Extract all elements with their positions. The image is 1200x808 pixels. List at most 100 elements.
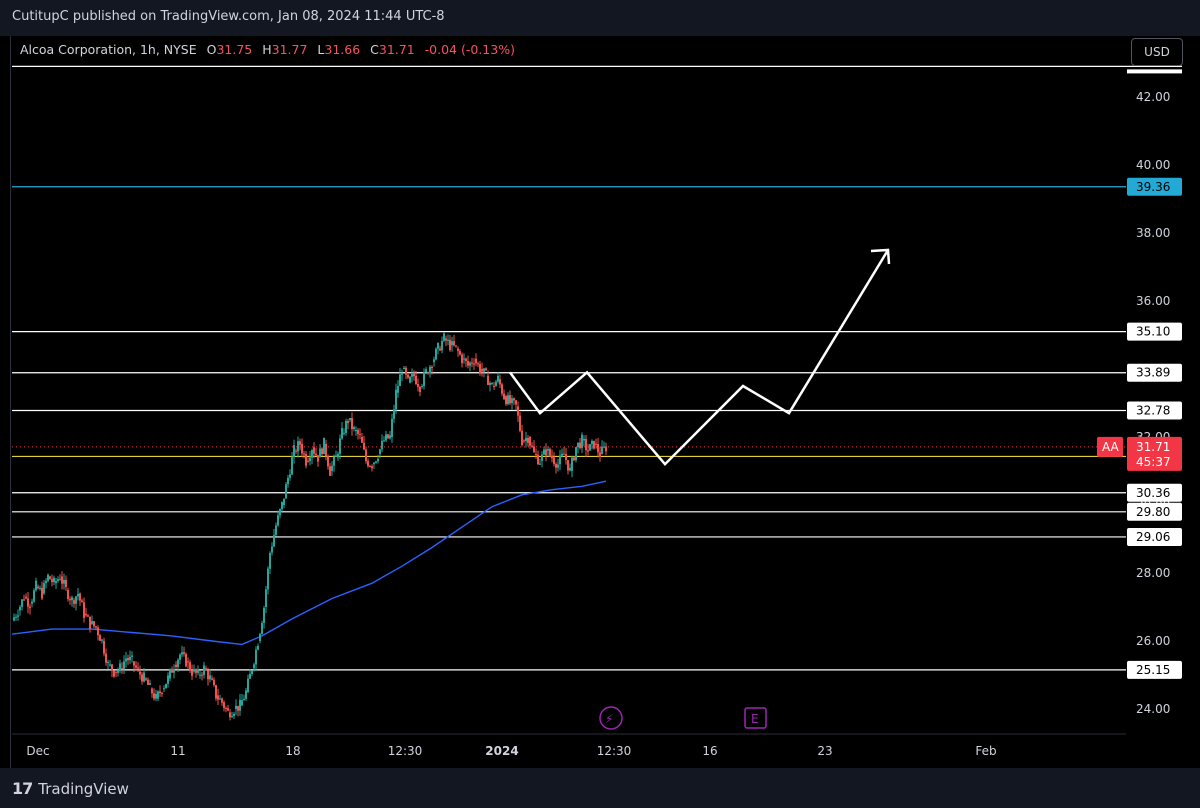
candle-body — [575, 447, 577, 461]
level-badge-label: 25.15 — [1136, 663, 1170, 677]
candle-body — [521, 430, 523, 446]
candle-body — [277, 515, 279, 526]
candle-body — [379, 449, 381, 454]
candle-body — [155, 693, 157, 699]
candle-body — [245, 690, 247, 699]
candle-body — [249, 673, 251, 679]
candle-body — [499, 379, 501, 385]
candle-body — [209, 675, 211, 680]
candle-body — [453, 341, 455, 346]
candle-body — [125, 658, 127, 662]
candle-body — [217, 695, 219, 700]
candle-body — [511, 398, 513, 403]
projection-arrow — [508, 249, 890, 467]
candle-body — [459, 351, 461, 355]
candle-body — [57, 579, 59, 581]
chart-area[interactable] — [10, 36, 1191, 768]
candle-body — [491, 382, 493, 384]
candle-body — [179, 654, 181, 660]
candle-body — [243, 698, 245, 701]
x-tick-label: 11 — [170, 744, 185, 758]
candle-body — [579, 442, 581, 449]
candle-body — [73, 600, 75, 604]
candle-body — [333, 456, 335, 466]
footer-bar: 17 TradingView — [0, 768, 1200, 808]
candle-body — [151, 688, 153, 694]
candle-body — [481, 369, 483, 372]
candle-body — [193, 669, 195, 672]
candle-body — [343, 432, 345, 434]
candle-body — [523, 440, 525, 442]
candle-body — [553, 457, 555, 464]
candle-body — [15, 616, 17, 618]
change-value: -0.04 (-0.13%) — [424, 42, 515, 57]
candle-body — [203, 665, 205, 675]
candle-body — [259, 633, 261, 641]
candle-body — [159, 691, 161, 693]
candle-body — [603, 446, 605, 448]
candle-body — [449, 339, 451, 350]
currency-button[interactable]: USD — [1131, 38, 1183, 66]
candle-body — [437, 342, 439, 349]
candle-body — [489, 382, 491, 385]
candle-body — [337, 453, 339, 458]
y-tick-label: 36.00 — [1136, 294, 1170, 308]
candle-body — [37, 586, 39, 589]
candle-body — [161, 692, 163, 694]
candle-body — [265, 589, 267, 607]
candle-body — [381, 440, 383, 450]
candle-body — [221, 698, 223, 703]
level-badge — [1127, 322, 1182, 341]
level-badge-label: 29.80 — [1136, 505, 1170, 519]
candle-body — [465, 358, 467, 362]
tradingview-logo[interactable]: 17 TradingView — [12, 779, 129, 798]
candle-body — [599, 452, 601, 457]
candle-body — [269, 553, 271, 569]
candle-body — [135, 665, 137, 668]
x-tick-label: 18 — [285, 744, 300, 758]
x-tick-label: 12:30 — [388, 744, 423, 758]
candle-body — [399, 374, 401, 387]
candle-body — [141, 674, 143, 682]
candle-body — [385, 434, 387, 441]
x-tick-label: 12:30 — [597, 744, 632, 758]
candle-body — [529, 437, 531, 446]
candle-body — [263, 608, 265, 623]
countdown-label: 45:37 — [1136, 455, 1171, 469]
candle-body — [109, 664, 111, 666]
candle-body — [519, 415, 521, 431]
candle-body — [279, 509, 281, 516]
candle-body — [577, 442, 579, 448]
level-marker — [1127, 69, 1182, 74]
x-tick-label: 16 — [702, 744, 717, 758]
candle-body — [427, 372, 429, 374]
candle-body — [537, 454, 539, 465]
candle-body — [27, 598, 29, 607]
candle-body — [301, 443, 303, 454]
candle-body — [455, 345, 457, 347]
candle-body — [531, 445, 533, 447]
candle-body — [303, 453, 305, 455]
candle-body — [211, 678, 213, 680]
candle-body — [533, 446, 535, 453]
candle-body — [583, 438, 585, 441]
earnings-icon-glyph: E — [751, 712, 759, 726]
candle-body — [345, 420, 347, 433]
candle-body — [19, 606, 21, 611]
candle-body — [435, 348, 437, 360]
candle-body — [39, 587, 41, 589]
candle-body — [271, 546, 273, 553]
candle-body — [483, 368, 485, 372]
level-badge — [1127, 363, 1182, 382]
y-tick-label: 24.00 — [1136, 702, 1170, 716]
candle-body — [485, 368, 487, 371]
candle-body — [255, 649, 257, 665]
candle-body — [299, 441, 301, 445]
candle-body — [287, 477, 289, 485]
candle-body — [145, 678, 147, 680]
candle-body — [569, 467, 571, 471]
candle-body — [355, 430, 357, 432]
candle-body — [443, 333, 445, 341]
candle-body — [229, 712, 231, 718]
